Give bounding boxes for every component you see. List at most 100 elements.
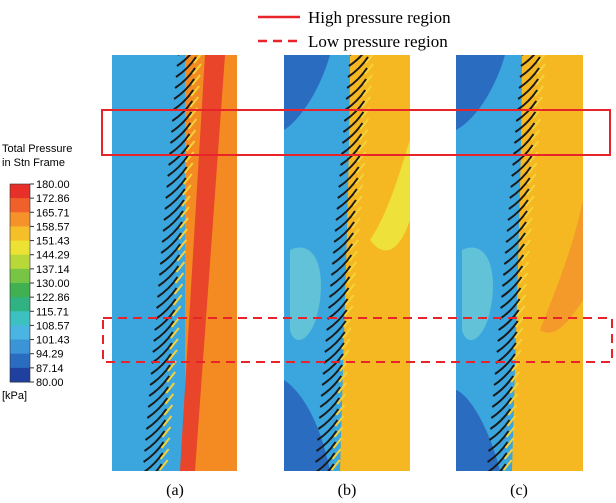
blade-wake	[509, 382, 520, 394]
blade-wake	[526, 184, 536, 196]
blade	[325, 320, 347, 342]
blade	[520, 55, 536, 67]
blade-wake	[193, 55, 202, 64]
blade	[488, 419, 511, 441]
blade-wake	[175, 261, 186, 273]
blade	[147, 386, 170, 408]
blade-wake	[527, 162, 538, 174]
blade	[143, 441, 165, 463]
blade-wake	[357, 140, 368, 152]
panel-a	[112, 55, 237, 471]
colorbar-title: Total Pressure	[2, 143, 72, 155]
blade-wake	[159, 448, 170, 460]
blade-wake	[358, 129, 369, 141]
blade	[159, 243, 182, 265]
blade	[510, 166, 532, 188]
blade-wake	[504, 437, 515, 449]
blade	[338, 166, 360, 188]
colorbar-segment	[10, 184, 30, 199]
blade	[503, 243, 526, 265]
blade	[493, 364, 515, 386]
colorbar-segment	[10, 268, 30, 284]
blade-wake	[353, 195, 363, 207]
blade-wake	[514, 316, 525, 328]
blade	[170, 111, 193, 133]
blade	[346, 67, 368, 89]
panel-label: (c)	[510, 482, 528, 499]
legend-label: High pressure region	[308, 8, 451, 27]
blade	[348, 55, 364, 67]
blade-wake	[186, 129, 197, 141]
panel-c	[456, 55, 583, 471]
blade	[160, 232, 183, 254]
blade	[315, 441, 337, 463]
blade-wake	[505, 426, 516, 438]
blade	[331, 243, 354, 265]
blade-wake	[529, 140, 540, 152]
blade	[319, 386, 342, 408]
blade-wake	[520, 250, 531, 262]
colorbar-segment	[10, 325, 30, 341]
blade-wake	[502, 459, 513, 471]
colorbar-tick-label: 122.86	[36, 292, 70, 304]
blade-wake	[191, 74, 201, 86]
blade-wake	[185, 140, 196, 152]
blade-wake	[160, 437, 171, 449]
blade-wake	[528, 151, 539, 163]
blade-wake	[519, 261, 530, 273]
blade	[516, 89, 539, 111]
blade-wake	[337, 382, 348, 394]
blade-wake	[173, 283, 184, 295]
panel-label: (a)	[166, 482, 184, 499]
blade-wake	[183, 173, 193, 185]
blade-wake	[182, 184, 192, 196]
panel-b	[284, 55, 410, 471]
blade	[144, 419, 167, 441]
blade	[492, 375, 514, 397]
blade-wake	[340, 349, 350, 361]
blade	[150, 353, 172, 375]
blade-wake	[349, 239, 360, 251]
blade	[491, 386, 514, 408]
blade-wake	[355, 173, 365, 185]
blade	[315, 430, 338, 452]
blade-wake	[181, 195, 191, 207]
blade-wake	[183, 162, 194, 174]
high-pressure-box	[101, 109, 611, 156]
blade	[341, 122, 364, 144]
blade	[501, 265, 524, 287]
colorbar-segment	[10, 297, 30, 312]
blade-wake	[533, 96, 544, 108]
blade	[166, 166, 188, 188]
blade	[513, 122, 536, 144]
blade-wake	[359, 118, 370, 130]
blade-wake	[346, 272, 357, 284]
blade	[177, 55, 180, 56]
blade-wake	[513, 338, 523, 350]
blade-wake	[507, 404, 518, 416]
blade	[155, 298, 177, 320]
blade-wake	[521, 239, 532, 251]
blade-wake	[179, 217, 189, 229]
blade-wake	[365, 55, 374, 64]
blade-wake	[192, 63, 202, 75]
blade	[167, 155, 189, 177]
colorbar-tick-label: 158.57	[36, 221, 70, 233]
blade	[149, 364, 171, 386]
colorbar-tick-label: 94.29	[36, 349, 64, 361]
blade	[502, 254, 525, 276]
blade	[514, 111, 537, 133]
blade-wake	[169, 338, 179, 350]
blade-wake	[503, 448, 514, 460]
blade-wake	[531, 118, 542, 130]
blade	[511, 155, 533, 177]
blade	[146, 397, 169, 419]
colorbar-tick-label: 165.71	[36, 207, 70, 219]
blade	[156, 287, 178, 309]
blade-wake	[333, 426, 344, 438]
blade-wake	[161, 426, 172, 438]
colorbar-title: in Stn Frame	[2, 157, 65, 169]
blade-wake	[508, 393, 519, 405]
blade-wake	[171, 305, 182, 317]
blade	[330, 254, 353, 276]
